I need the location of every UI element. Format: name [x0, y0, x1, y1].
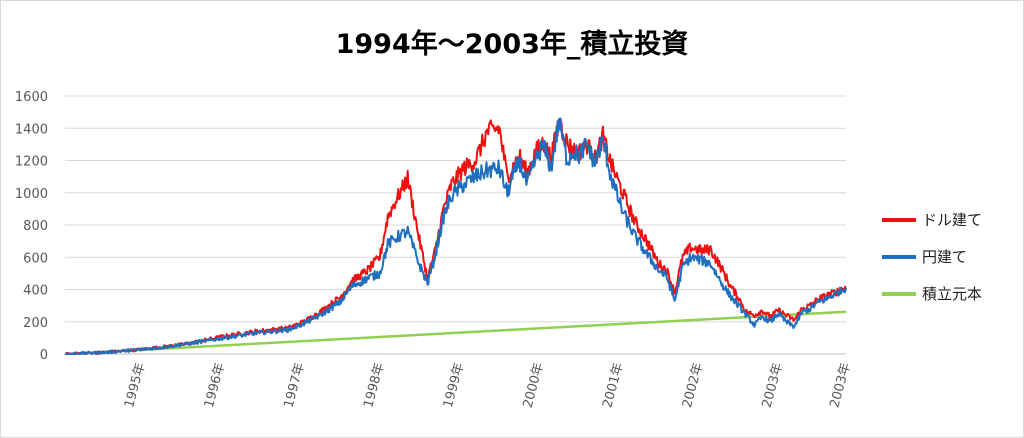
x-tick-label: 1997年 — [282, 361, 308, 409]
chart-title: 1994年～2003年_積立投資 — [335, 29, 689, 60]
y-tick-label: 1600 — [15, 90, 48, 105]
y-tick-label: 800 — [23, 219, 48, 234]
y-tick-label: 1000 — [15, 187, 48, 202]
y-tick-label: 400 — [23, 284, 48, 299]
y-tick-label: 0 — [40, 348, 48, 363]
legend-item-principal: 積立元本 — [882, 283, 982, 304]
y-tick-label: 200 — [23, 316, 48, 331]
legend-swatch-yen — [882, 254, 916, 259]
x-tick-label: 2003年 — [827, 361, 853, 409]
y-tick-label: 1200 — [15, 155, 48, 170]
series-line-principal — [65, 310, 846, 356]
x-tick-label: 1998年 — [361, 361, 387, 409]
legend-item-yen: 円建て — [882, 246, 967, 267]
x-tick-label: 1996年 — [202, 361, 228, 409]
x-tick-label: 2002年 — [680, 361, 706, 409]
legend-swatch-dollar — [882, 217, 916, 222]
legend-item-dollar: ドル建て — [882, 209, 982, 230]
x-tick-label: 2003年 — [760, 361, 786, 409]
x-tick-label: 1995年 — [122, 361, 148, 409]
legend-label-yen: 円建て — [922, 248, 968, 266]
legend-label-principal: 積立元本 — [922, 285, 983, 303]
legend-label-dollar: ドル建て — [922, 211, 983, 229]
series-line-yen — [64, 117, 847, 355]
x-tick-label: 2001年 — [600, 361, 626, 409]
legend-swatch-principal — [882, 291, 916, 296]
y-tick-label: 600 — [23, 251, 48, 266]
y-tick-label: 1400 — [15, 122, 48, 137]
x-tick-label: 2000年 — [521, 361, 547, 409]
x-tick-label: 1999年 — [441, 361, 467, 409]
